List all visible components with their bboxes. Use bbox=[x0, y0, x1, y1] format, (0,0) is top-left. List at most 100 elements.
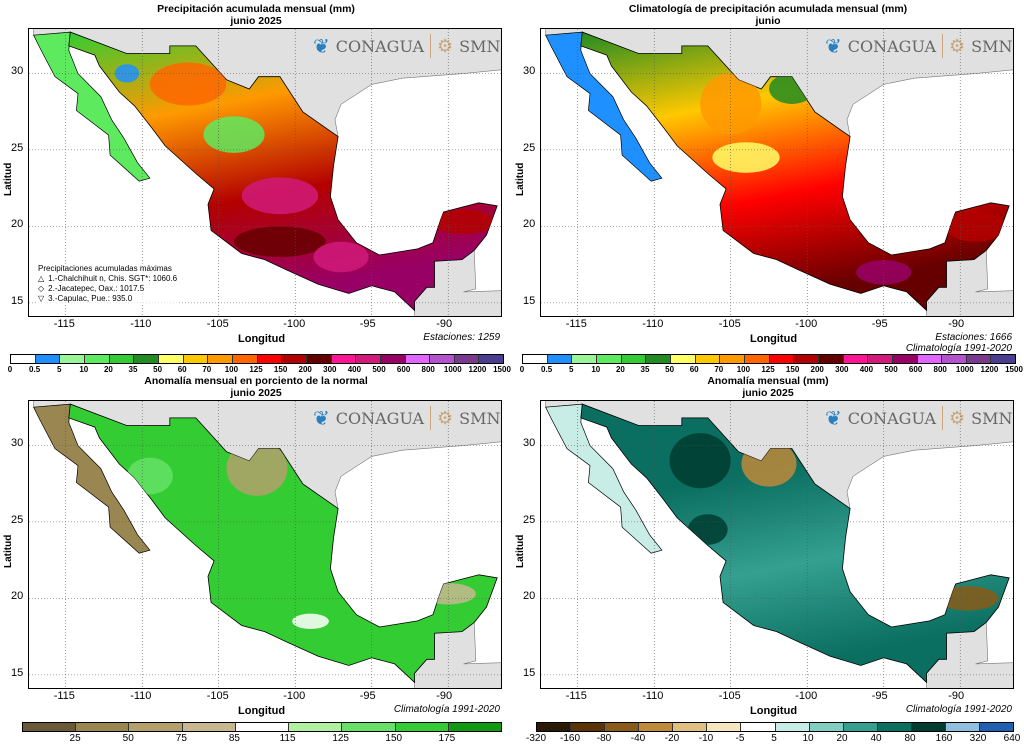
lon-tick-label: -115 bbox=[53, 318, 75, 330]
map-frame[interactable] bbox=[540, 400, 1014, 689]
colorbar-label: 20 bbox=[615, 365, 625, 374]
colorbar-label: 5 bbox=[56, 365, 62, 374]
lat-tick-label: 30 bbox=[11, 437, 24, 450]
logos: ❦ CONAGUA ⚙ SMN bbox=[313, 406, 501, 430]
colorbar-bin bbox=[966, 355, 992, 363]
colorbar-precip bbox=[522, 354, 1016, 364]
colorbar-bin bbox=[84, 355, 110, 363]
precip-region bbox=[114, 64, 140, 83]
colorbar-label: 10 bbox=[591, 365, 601, 374]
smn-logo: SMN bbox=[971, 36, 1013, 56]
panel-note: Climatología 1991-2020 bbox=[393, 704, 500, 715]
x-axis-label: Longitud bbox=[750, 333, 798, 345]
map-panel-2: Climatología de precipitación acumulada … bbox=[512, 0, 1024, 372]
colorbar-bin bbox=[356, 355, 381, 363]
colorbar-bin bbox=[448, 723, 501, 731]
colorbar-label: 150 bbox=[385, 733, 403, 744]
colorbar-anomaly bbox=[536, 722, 1014, 732]
map-canvas bbox=[29, 401, 501, 688]
colorbar-bin bbox=[843, 355, 869, 363]
colorbar-bin bbox=[775, 723, 810, 731]
lon-tick-label: -115 bbox=[565, 690, 587, 702]
max-precip-item: ◇ 2.-Jacatepec, Oax.: 1017.5 bbox=[38, 284, 177, 294]
colorbar-bin bbox=[911, 723, 946, 731]
colorbar-bin bbox=[605, 723, 640, 731]
colorbar-bin bbox=[917, 355, 943, 363]
lat-tick-label: 20 bbox=[523, 590, 536, 603]
station-text: 3.-Capulac, Pue.: 935.0 bbox=[48, 294, 133, 303]
station-text: 1.-Chalchihuit n, Chis. SGT*: 1060.6 bbox=[48, 274, 178, 283]
colorbar-bin bbox=[809, 723, 844, 731]
colorbar-label: 125 bbox=[249, 365, 263, 374]
colorbar-bin bbox=[621, 355, 647, 363]
x-axis-label: Longitud bbox=[238, 333, 286, 345]
colorbar-bin bbox=[741, 723, 776, 731]
colorbar-bin bbox=[342, 723, 396, 731]
colorbar-bin bbox=[183, 355, 209, 363]
colorbar-label: 600 bbox=[908, 365, 923, 374]
smn-gear-icon: ⚙ bbox=[437, 35, 454, 57]
lon-tick-label: -100 bbox=[795, 318, 818, 330]
precip-region bbox=[712, 142, 780, 173]
map-frame[interactable] bbox=[540, 28, 1014, 317]
conagua-wave-icon: ❦ bbox=[313, 34, 330, 58]
colorbar-bin bbox=[395, 723, 449, 731]
colorbar-percent bbox=[22, 722, 502, 732]
logos: ❦ CONAGUA ⚙ SMN bbox=[825, 406, 1013, 430]
lat-tick-label: 15 bbox=[523, 294, 536, 307]
colorbar-label: -160 bbox=[559, 733, 581, 744]
station-marker-icon: △ bbox=[38, 274, 45, 283]
logo-divider bbox=[430, 406, 432, 430]
colorbar-label: 175 bbox=[438, 733, 456, 744]
max-precip-item: △ 1.-Chalchihuit n, Chis. SGT*: 1060.6 bbox=[38, 274, 177, 284]
lon-tick-label: -90 bbox=[436, 690, 453, 702]
colorbar-bin bbox=[405, 355, 431, 363]
colorbar-bin bbox=[991, 355, 1016, 363]
panel-note: Estaciones: 1666 bbox=[935, 332, 1012, 343]
map-panel-1: Precipitación acumulada mensual (mm) juni… bbox=[0, 0, 512, 372]
precip-region bbox=[126, 457, 173, 495]
colorbar-bin bbox=[945, 723, 981, 731]
colorbar-label: -10 bbox=[698, 733, 714, 744]
baja-california bbox=[33, 403, 151, 554]
smn-logo: SMN bbox=[459, 36, 501, 56]
lon-tick-label: -105 bbox=[206, 690, 229, 702]
colorbar-precip bbox=[10, 354, 504, 364]
colorbar-label: 40 bbox=[870, 733, 882, 744]
colorbar-bin bbox=[235, 723, 290, 731]
colorbar-label: 160 bbox=[935, 733, 953, 744]
colorbar-label: 320 bbox=[969, 733, 987, 744]
panel-note: Estaciones: 1259 bbox=[423, 332, 500, 343]
colorbar-bin bbox=[547, 355, 573, 363]
lon-tick-label: -105 bbox=[718, 690, 741, 702]
lon-tick-label: -110 bbox=[642, 318, 664, 330]
colorbar-label: 0 bbox=[519, 365, 525, 374]
colorbar-label: 1200 bbox=[980, 365, 999, 374]
lon-tick-label: -110 bbox=[130, 318, 152, 330]
conagua-logo: CONAGUA bbox=[335, 408, 425, 428]
colorbar-label: 300 bbox=[835, 365, 849, 374]
panel-title: Anomalía mensual (mm) bbox=[707, 375, 829, 387]
colorbar-bin bbox=[23, 723, 77, 731]
colorbar-bin bbox=[646, 355, 671, 363]
lon-tick-label: -95 bbox=[871, 318, 888, 330]
smn-gear-icon: ⚙ bbox=[949, 35, 966, 57]
map-panel-3: Anomalía mensual en porciento de la norm… bbox=[0, 372, 512, 744]
panel-subtitle: junio bbox=[755, 15, 781, 27]
lat-tick-label: 30 bbox=[523, 437, 536, 450]
x-axis-label: Longitud bbox=[750, 705, 798, 717]
colorbar-label: 0.5 bbox=[29, 365, 41, 374]
lon-tick-label: -90 bbox=[948, 690, 965, 702]
colorbar-bin bbox=[673, 723, 708, 731]
colorbar-bin bbox=[843, 723, 878, 731]
colorbar-bin bbox=[523, 355, 548, 363]
colorbar-label: 20 bbox=[103, 365, 113, 374]
colorbar-label: -5 bbox=[735, 733, 745, 744]
lon-tick-label: -95 bbox=[871, 690, 888, 702]
colorbar-bin bbox=[208, 355, 233, 363]
map-frame[interactable] bbox=[28, 400, 502, 689]
lat-tick-label: 25 bbox=[523, 141, 536, 154]
colorbar-label: 150 bbox=[785, 365, 800, 374]
colorbar-label: 100 bbox=[736, 365, 751, 374]
colorbar-label: 20 bbox=[836, 733, 848, 744]
